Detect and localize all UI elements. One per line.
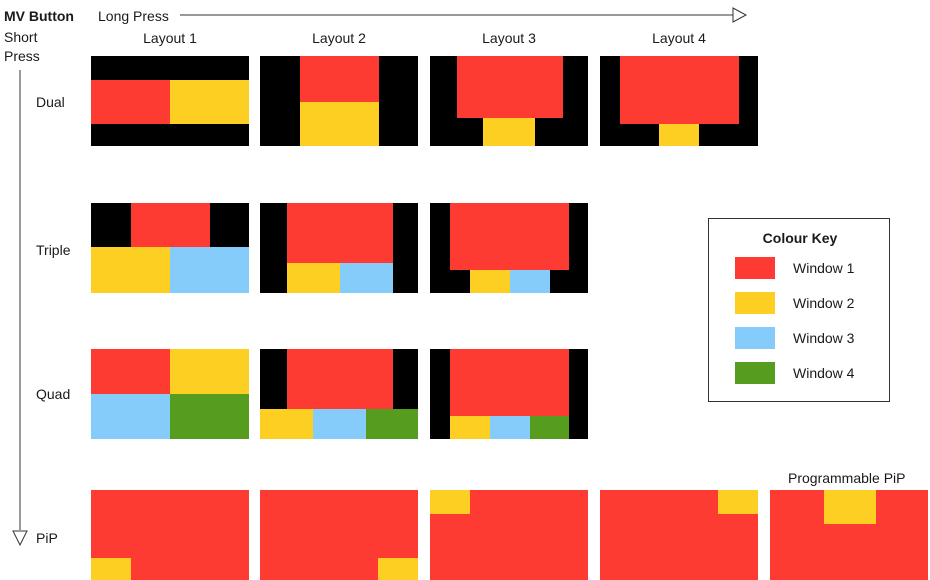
row-pip: PiP (36, 530, 58, 546)
window-1-block (450, 203, 569, 270)
long-press-arrowhead-icon (732, 7, 748, 23)
column-layout-1: Layout 1 (143, 30, 197, 46)
window-2-swatch (735, 292, 775, 314)
window-2-block (170, 80, 249, 124)
programmable-pip-label: Programmable PiP (788, 470, 906, 486)
window-3-block (313, 409, 366, 439)
triple-layout-1 (91, 203, 249, 293)
quad-layout-2 (260, 349, 418, 439)
window-2-block (260, 409, 313, 439)
window-1-block (300, 56, 379, 102)
column-layout-2: Layout 2 (312, 30, 366, 46)
window-2-block (659, 124, 699, 146)
window-3-label: Window 3 (793, 330, 855, 346)
row-dual: Dual (36, 94, 65, 110)
window-3-block (510, 270, 550, 293)
row-triple: Triple (36, 242, 71, 258)
window-1-block (131, 203, 210, 247)
window-4-block (170, 394, 249, 439)
quad-layout-1 (91, 349, 249, 439)
pip-layout-4 (600, 490, 758, 580)
window-4-label: Window 4 (793, 365, 855, 381)
window-2-block (287, 263, 340, 293)
mv-button-label: MV Button (4, 8, 74, 24)
dual-layout-4 (600, 56, 758, 146)
window-4-swatch (735, 362, 775, 384)
window-1-block (620, 56, 739, 124)
window-2-block (300, 102, 379, 146)
long-press-label: Long Press (98, 8, 169, 24)
colour-key: Colour Key Window 1 Window 2 Window 3 Wi… (708, 218, 890, 402)
short-press-label-line1: Short (4, 29, 38, 45)
window-2-block (450, 416, 490, 439)
window-1-block (450, 349, 569, 416)
window-1-block (287, 349, 393, 409)
window-3-block (340, 263, 393, 293)
window-2-block (91, 247, 170, 293)
short-press-arrowhead-icon (12, 530, 28, 547)
quad-layout-3 (430, 349, 588, 439)
column-layout-4: Layout 4 (652, 30, 706, 46)
dual-layout-2 (260, 56, 418, 146)
triple-layout-2 (260, 203, 418, 293)
window-4-block (530, 416, 569, 439)
window-2-block (470, 270, 510, 293)
window-1-block (91, 80, 170, 124)
window-2-block (91, 558, 131, 580)
window-2-block (718, 490, 758, 514)
pip-layout-3 (430, 490, 588, 580)
window-2-block (430, 490, 470, 514)
dual-layout-1 (91, 56, 249, 146)
window-3-block (170, 247, 249, 293)
window-2-label: Window 2 (793, 295, 855, 311)
window-1-block (287, 203, 393, 263)
pip-layout-1 (91, 490, 249, 580)
pip-layout-2 (260, 490, 418, 580)
short-press-label-line2: Press (4, 48, 40, 64)
window-1-block (457, 56, 563, 118)
pip-programmable (770, 490, 928, 580)
window-3-block (490, 416, 530, 439)
window-2-block (170, 349, 249, 394)
window-1-swatch (735, 257, 775, 279)
window-3-block (91, 394, 170, 439)
window-4-block (366, 409, 418, 439)
triple-layout-3 (430, 203, 588, 293)
window-2-block (824, 490, 876, 524)
row-quad: Quad (36, 386, 71, 402)
dual-layout-3 (430, 56, 588, 146)
column-layout-3: Layout 3 (482, 30, 536, 46)
window-2-block (378, 558, 418, 580)
window-1-label: Window 1 (793, 260, 855, 276)
window-2-block (483, 118, 535, 146)
window-1-block (91, 349, 170, 394)
colour-key-title: Colour Key (762, 230, 838, 246)
window-3-swatch (735, 327, 775, 349)
